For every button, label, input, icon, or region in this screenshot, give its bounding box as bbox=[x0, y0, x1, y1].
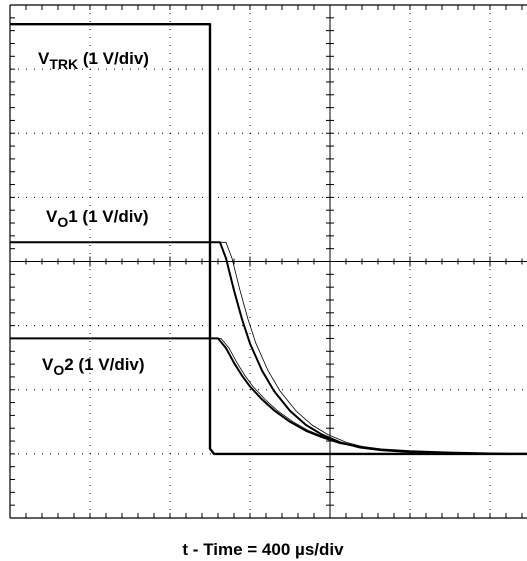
graticule-grid bbox=[9, 4, 527, 519]
x-axis-label: t - Time = 400 µs/div bbox=[182, 540, 344, 559]
trace-label-base: V bbox=[42, 355, 54, 374]
trace-label: VO1 (1 V/div) bbox=[46, 207, 149, 230]
trace-label-subscript: O bbox=[53, 362, 64, 378]
trace-label-subscript: O bbox=[57, 214, 68, 230]
trace-line-overlay bbox=[16, 241, 527, 455]
trace-line bbox=[10, 241, 527, 455]
trace-labels: VTRK (1 V/div)VO1 (1 V/div)VO2 (1 V/div) bbox=[38, 49, 149, 378]
trace-label-suffix: (1 V/div) bbox=[78, 49, 149, 68]
trace-label: VO2 (1 V/div) bbox=[42, 355, 145, 378]
trace-label: VTRK (1 V/div) bbox=[38, 49, 149, 72]
trace-label-suffix: 2 (1 V/div) bbox=[64, 355, 144, 374]
trace-label-suffix: 1 (1 V/div) bbox=[68, 207, 148, 226]
trace-label-base: V bbox=[46, 207, 58, 226]
traces bbox=[10, 23, 527, 456]
trace-label-base: V bbox=[38, 49, 50, 68]
trace-line bbox=[10, 23, 527, 456]
trace-line-overlay bbox=[13, 337, 527, 455]
trace-label-subscript: TRK bbox=[49, 56, 78, 72]
